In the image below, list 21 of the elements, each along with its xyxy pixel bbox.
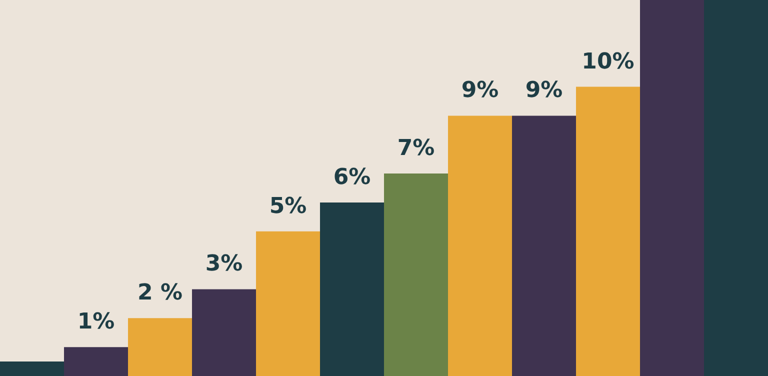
- data-label: 10%: [582, 49, 634, 74]
- data-label: 2 %: [137, 280, 183, 306]
- bar: [640, 0, 704, 376]
- bar: [320, 202, 384, 376]
- bar: [576, 86, 640, 376]
- bar: [384, 174, 448, 376]
- data-label: 1%: [77, 310, 115, 335]
- bar: [448, 116, 512, 376]
- bar: [128, 318, 192, 376]
- bar: [512, 116, 576, 376]
- data-label: 7%: [397, 136, 435, 162]
- data-label: 6%: [333, 164, 371, 190]
- data-label: 5%: [269, 194, 307, 219]
- data-label: 3%: [205, 252, 243, 277]
- data-label: 9%: [461, 78, 499, 104]
- bar: [64, 347, 128, 376]
- bar: [0, 362, 64, 376]
- bar: [192, 289, 256, 376]
- data-label: 9%: [525, 78, 563, 104]
- bar: [256, 231, 320, 376]
- bar: [704, 0, 768, 376]
